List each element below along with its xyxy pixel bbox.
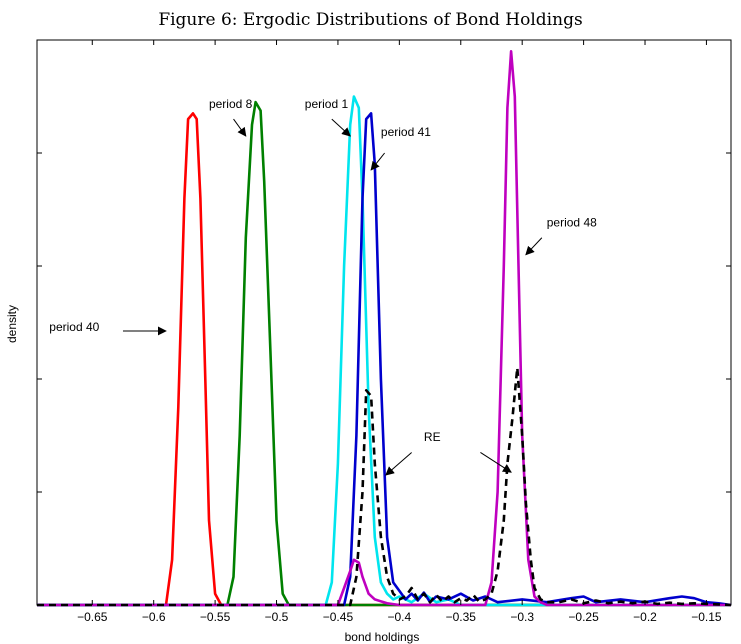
x-tick-label: −0.25 bbox=[568, 610, 599, 624]
x-tick-label: −0.55 bbox=[200, 610, 231, 624]
annotation-period-48: period 48 bbox=[547, 215, 597, 229]
annotation-arrow-re-2 bbox=[480, 452, 512, 473]
chart-title: Figure 6: Ergodic Distributions of Bond … bbox=[158, 10, 583, 30]
annotation-re: RE bbox=[424, 430, 441, 444]
x-tick-label: −0.5 bbox=[265, 610, 289, 624]
annotation-period-1: period 1 bbox=[305, 97, 349, 111]
annotation-arrow-period-8 bbox=[233, 118, 247, 137]
series-line-period-48 bbox=[37, 49, 731, 607]
x-tick-label: −0.4 bbox=[388, 610, 412, 624]
series-line-period-1 bbox=[37, 95, 731, 607]
annotation-arrow-period-41 bbox=[370, 152, 386, 171]
annotation-arrow-period-48 bbox=[525, 237, 543, 256]
x-tick-label: −0.65 bbox=[77, 610, 108, 624]
x-axis-label: bond holdings bbox=[345, 630, 420, 644]
annotation-period-8: period 8 bbox=[209, 97, 253, 111]
x-tick-label: −0.45 bbox=[323, 610, 354, 624]
annotation-period-41: period 41 bbox=[381, 125, 431, 139]
series-line-period-8 bbox=[37, 100, 731, 607]
ticks-layer: −0.65 −0.6 −0.55 −0.5 −0.45 −0.4 −0.35 −0.3 −0.2… bbox=[37, 39, 731, 624]
x-tick-label: −0.2 bbox=[633, 610, 657, 624]
x-tick-label: −0.35 bbox=[446, 610, 477, 624]
x-tick-label: −0.15 bbox=[691, 610, 722, 624]
series-line-period-41 bbox=[37, 112, 732, 607]
series-layer bbox=[37, 49, 732, 607]
annotation-layer: period 40 period 8 period 1 period 41 period… bbox=[49, 97, 597, 476]
x-tick-label: −0.6 bbox=[142, 610, 166, 624]
annotation-arrow-re bbox=[385, 452, 412, 476]
series-line-period-40 bbox=[37, 112, 731, 607]
annotation-period-40: period 40 bbox=[49, 320, 99, 334]
y-axis-label: density bbox=[5, 305, 19, 343]
annotation-arrow-period-1 bbox=[331, 118, 351, 137]
x-tick-label: −0.3 bbox=[510, 610, 534, 624]
